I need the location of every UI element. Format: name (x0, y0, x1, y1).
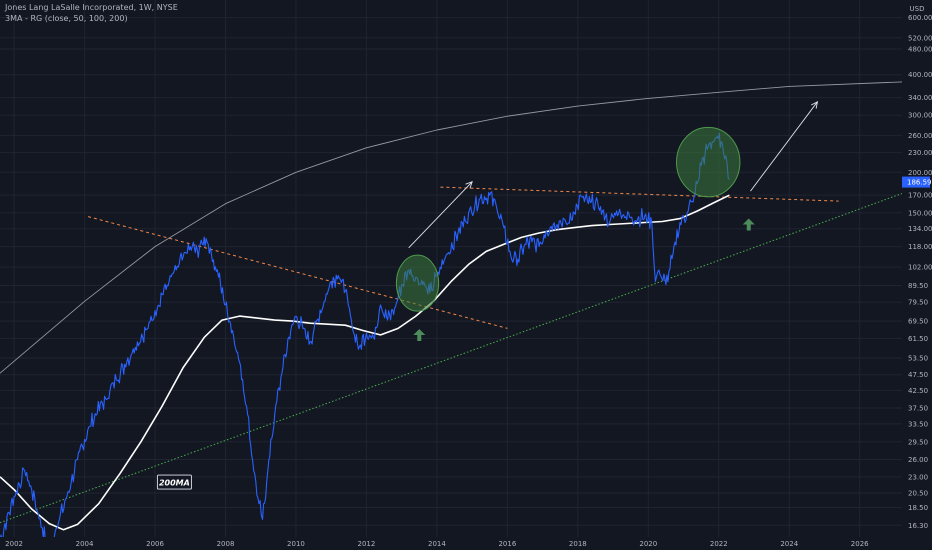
drawing-shapes: 200MA (156, 100, 819, 490)
time-axis[interactable]: 2002 2004 2006 2008 2010 2012 2014 2016 2018 2020… (0, 537, 932, 550)
arrow-up-icon (742, 218, 755, 231)
study-legend: 3MA - RG (close, 50, 100, 200) (5, 14, 128, 23)
trend-lines (0, 81, 903, 524)
support-trendline (0, 193, 903, 524)
projection-arrow-head (465, 181, 473, 189)
price-tick-label: 79.50 (908, 299, 928, 307)
year-tick-label: 2012 (358, 540, 376, 548)
price-tick-label: 118.00 (908, 243, 932, 251)
price-tick-label: 29.50 (908, 438, 928, 446)
ma200-line (0, 194, 730, 531)
price-tick-label: 37.50 (908, 404, 928, 412)
year-tick-label: 2024 (780, 540, 798, 548)
ma-label-text: 200MA (159, 479, 190, 488)
price-tick-label: 400.00 (908, 71, 932, 79)
price-line (0, 132, 730, 550)
price-tick-label: 600.00 (908, 14, 932, 22)
price-tick-label: 520.00 (908, 34, 932, 42)
projection-arrow (408, 181, 473, 249)
price-tick-label: 61.50 (908, 335, 928, 343)
price-tick-label: 33.50 (908, 420, 928, 428)
year-tick-label: 2016 (498, 540, 516, 548)
price-tick-label: 18.50 (908, 504, 928, 512)
projection-arrow (750, 101, 818, 192)
price-tick-label: 200.00 (908, 169, 932, 177)
price-tick-label: 47.50 (908, 371, 928, 379)
year-tick-label: 2014 (428, 540, 446, 548)
year-tick-label: 2022 (710, 540, 728, 548)
price-tick-label: 340.00 (908, 94, 932, 102)
last-price-label: 186.59 (907, 179, 932, 187)
year-tick-label: 2010 (287, 540, 305, 548)
year-tick-label: 2020 (639, 540, 657, 548)
price-tick-label: 53.50 (908, 354, 928, 362)
price-tick-label: 150.00 (908, 209, 932, 217)
chart-title: Jones Lang LaSalle Incorporated, 1W, NYS… (5, 3, 178, 12)
price-tick-label: 170.00 (908, 192, 932, 200)
ma-label-box (156, 474, 192, 490)
price-tick-label: 102.00 (908, 264, 932, 272)
time-axis-bg (0, 537, 932, 550)
price-axis[interactable]: USD 16.30 18.50 20.50 23.00 26.00 29.50 33.50 37… (902, 0, 932, 550)
highlight-circle (395, 254, 440, 312)
projection-arrow-head (811, 100, 819, 109)
resistance-trendline (87, 216, 508, 329)
price-tick-label: 23.00 (908, 473, 928, 481)
price-tick-label: 260.00 (908, 132, 932, 140)
price-axis-bg (902, 0, 932, 550)
price-tick-label: 300.00 (908, 112, 932, 120)
price-tick-label: 89.50 (908, 282, 928, 290)
price-tick-label: 42.50 (908, 387, 928, 395)
year-tick-label: 2008 (217, 540, 235, 548)
currency-label: USD (910, 5, 925, 13)
price-tick-label: 20.50 (908, 490, 928, 498)
long-term-curve (0, 81, 903, 374)
series-layer (0, 132, 730, 550)
price-tick-label: 69.50 (908, 318, 928, 326)
grid-lines (0, 0, 902, 537)
year-tick-label: 2006 (146, 540, 164, 548)
price-tick-label: 134.00 (908, 225, 932, 233)
price-tick-label: 16.30 (908, 522, 928, 530)
price-tick-label: 480.00 (908, 46, 932, 54)
year-tick-label: 2018 (569, 540, 587, 548)
last-price-tag (902, 176, 930, 188)
year-tick-label: 2004 (76, 540, 94, 548)
arrow-up-icon (413, 328, 426, 341)
year-tick-label: 2002 (5, 540, 23, 548)
ceiling-trendline (440, 186, 839, 202)
highlight-circle (676, 126, 741, 198)
year-tick-label: 2026 (851, 540, 869, 548)
price-tick-label: 26.00 (908, 456, 928, 464)
price-tick-label: 230.00 (908, 149, 932, 157)
